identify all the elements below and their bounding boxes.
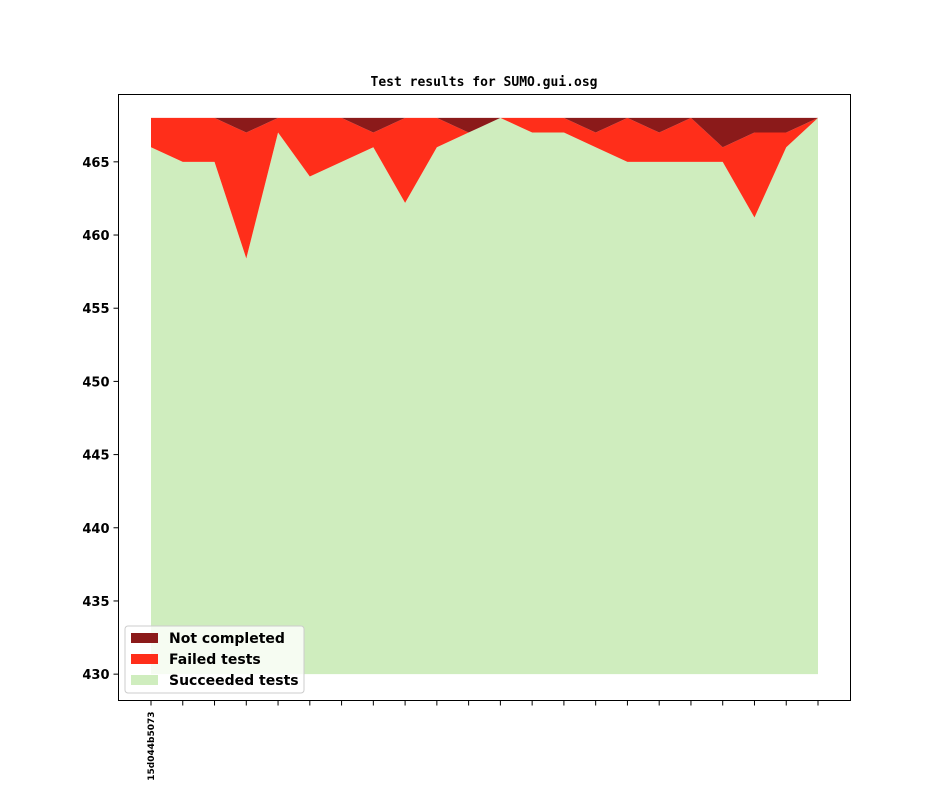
y-tick-label: 465: [82, 156, 109, 171]
legend-label-not-completed: Not completed: [169, 631, 285, 647]
x-tick-label: 15d044b5073: [147, 712, 157, 781]
y-axis: 430 435 440 445 450 455 460 465: [82, 156, 119, 683]
x-axis: 15d044b5073: [147, 700, 819, 781]
legend: Not completed Failed tests Succeeded tests: [124, 625, 305, 694]
y-tick-label: 450: [82, 375, 109, 390]
areas-layer: [151, 117, 818, 675]
y-tick-label: 460: [82, 229, 109, 244]
y-tick-label: 455: [82, 302, 109, 317]
area-not-completed: [151, 117, 818, 148]
y-tick-label: 445: [82, 449, 109, 464]
legend-box: [124, 625, 305, 694]
legend-swatch-succeeded-tests: [131, 675, 158, 685]
legend-swatch-not-completed: [131, 633, 158, 643]
area-succeeded-tests: [151, 117, 818, 675]
chart-title: Test results for SUMO.gui.osg: [371, 75, 598, 90]
y-tick-label: 440: [82, 522, 109, 537]
legend-swatch-failed-tests: [131, 654, 158, 664]
legend-label-succeeded-tests: Succeeded tests: [169, 673, 299, 689]
y-tick-label: 435: [82, 595, 109, 610]
plot-frame: [118, 94, 851, 701]
legend-label-failed-tests: Failed tests: [169, 652, 261, 668]
y-tick-label: 430: [82, 668, 109, 683]
area-failed-tests: [151, 117, 818, 259]
